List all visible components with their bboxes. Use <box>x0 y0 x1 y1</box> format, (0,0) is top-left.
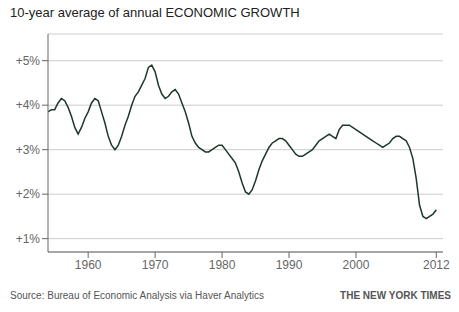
svg-text:1990: 1990 <box>276 258 303 272</box>
html-text:Source: Bureau of Economic Ana: Source: Bureau of Economic Analysis via … <box>10 290 264 301</box>
svg-text:2012: 2012 <box>423 258 450 272</box>
svg-text:+5%: +5% <box>16 54 41 68</box>
svg-text:2000: 2000 <box>343 258 370 272</box>
svg-text:+4%: +4% <box>16 98 41 112</box>
svg-text:+1%: +1% <box>16 232 41 246</box>
svg-text:+3%: +3% <box>16 143 41 157</box>
svg-text:+2%: +2% <box>16 187 41 201</box>
html-text:THE NEW YORK TIMES: THE NEW YORK TIMES <box>340 290 451 301</box>
svg-text:1960: 1960 <box>75 258 102 272</box>
svg-text:1970: 1970 <box>142 258 169 272</box>
svg-text:1980: 1980 <box>209 258 236 272</box>
html-text:10-year average of annual ECON: 10-year average of annual ECONOMIC GROWT… <box>10 5 300 20</box>
